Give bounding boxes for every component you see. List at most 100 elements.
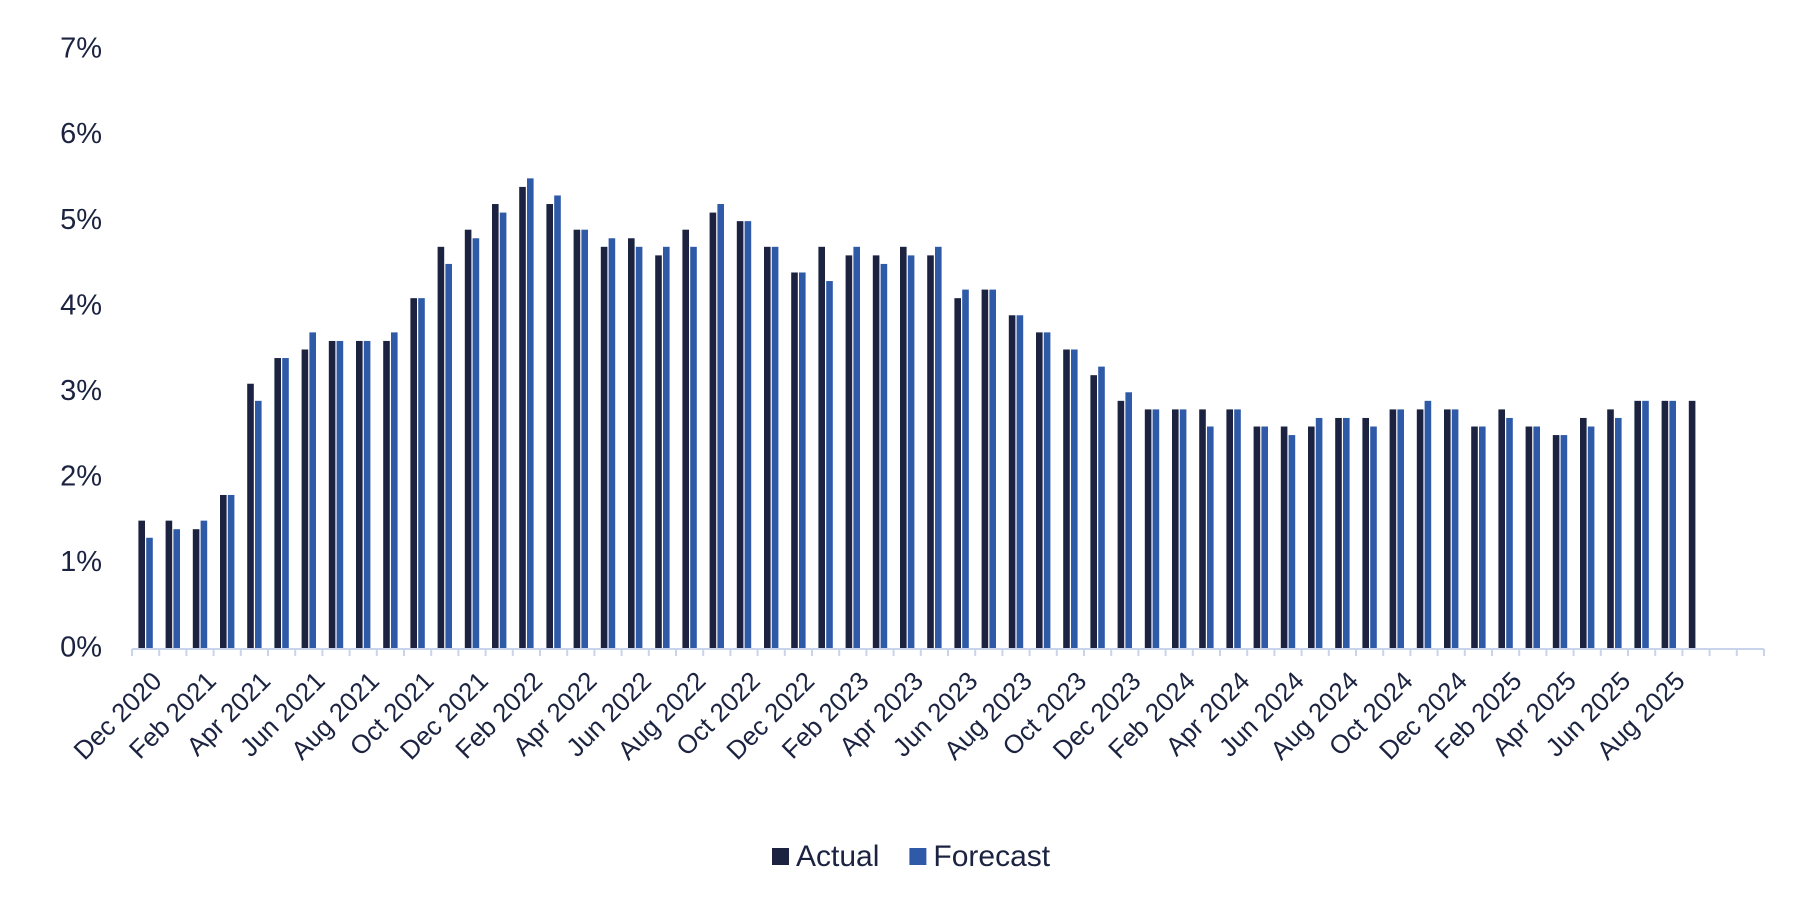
bar (1533, 426, 1540, 649)
bar (1669, 400, 1676, 649)
bar (255, 400, 262, 649)
bar (499, 212, 507, 650)
bar (927, 255, 934, 649)
bar (1008, 315, 1016, 649)
bar (1090, 375, 1097, 649)
bar (880, 263, 888, 649)
bar (818, 246, 825, 650)
bar (472, 238, 480, 649)
bar (1498, 409, 1505, 649)
bar (1444, 409, 1451, 649)
bar (1125, 392, 1132, 649)
bar (1634, 400, 1641, 649)
bar (1615, 417, 1622, 649)
bar (173, 529, 180, 649)
bar (363, 340, 371, 649)
bar (1226, 409, 1233, 649)
bar (1661, 400, 1669, 649)
bar (744, 221, 752, 649)
bar (464, 229, 472, 649)
legend: Actual Forecast (772, 840, 1051, 873)
bar (608, 238, 616, 649)
bar (962, 289, 969, 649)
bar (1308, 426, 1315, 649)
bar (1642, 400, 1649, 649)
bar (1144, 409, 1152, 649)
bar (1587, 426, 1595, 649)
bar (383, 340, 390, 649)
bar (1479, 426, 1486, 649)
bar (410, 298, 417, 649)
bar (771, 246, 779, 650)
bar (1036, 332, 1043, 649)
legend-swatch (772, 848, 789, 865)
bar (418, 298, 425, 649)
bar (1506, 417, 1513, 649)
bar (1016, 315, 1024, 649)
bar (1560, 435, 1568, 649)
bar (309, 332, 316, 649)
bar (1071, 349, 1078, 649)
bar (1179, 409, 1187, 649)
bar (663, 246, 670, 650)
bar (247, 383, 254, 649)
bar (1253, 426, 1261, 649)
bar (445, 263, 452, 649)
bar (1288, 435, 1296, 649)
bar (1335, 417, 1342, 649)
bar (391, 332, 398, 649)
bar (1580, 417, 1587, 649)
bar (356, 340, 363, 649)
bar (826, 281, 833, 649)
bar (655, 255, 662, 649)
bar (954, 298, 961, 649)
bar (935, 246, 942, 650)
bar (1343, 417, 1350, 649)
bar (1207, 426, 1214, 649)
bar (328, 340, 336, 649)
bar (872, 255, 880, 649)
bar (764, 246, 771, 650)
bar (1063, 349, 1070, 649)
legend-swatch (909, 848, 927, 865)
bar (274, 358, 281, 649)
bar (336, 340, 344, 649)
bar (573, 229, 581, 649)
bar (717, 204, 724, 649)
bar (1525, 426, 1533, 649)
bar (1688, 400, 1696, 649)
bar (1261, 426, 1268, 649)
y-tick-label: 3% (60, 375, 102, 407)
bar (1389, 409, 1397, 649)
bar (600, 246, 608, 650)
bar (1315, 417, 1323, 649)
bar (527, 178, 534, 649)
bar (581, 229, 588, 649)
bar (1552, 435, 1560, 649)
bar (1370, 426, 1377, 649)
y-tick-label: 6% (60, 118, 102, 150)
bar (989, 289, 996, 649)
bar (1199, 409, 1206, 649)
bar (845, 255, 853, 649)
bar (690, 246, 697, 650)
bar (1607, 409, 1614, 649)
bar (1234, 409, 1241, 649)
bar (736, 221, 744, 649)
bar (165, 520, 173, 649)
bar (1416, 409, 1424, 649)
y-tick-label: 4% (60, 289, 102, 321)
bar (1471, 426, 1478, 649)
bar (1280, 426, 1288, 649)
bar (709, 212, 717, 650)
y-tick-label: 7% (60, 33, 102, 65)
bar (628, 238, 635, 649)
bar (1043, 332, 1051, 649)
bar (853, 246, 860, 650)
bar (220, 494, 227, 649)
bar (227, 494, 235, 649)
y-tick-label: 0% (60, 632, 102, 664)
bar (1424, 400, 1432, 649)
bar (1172, 409, 1179, 649)
